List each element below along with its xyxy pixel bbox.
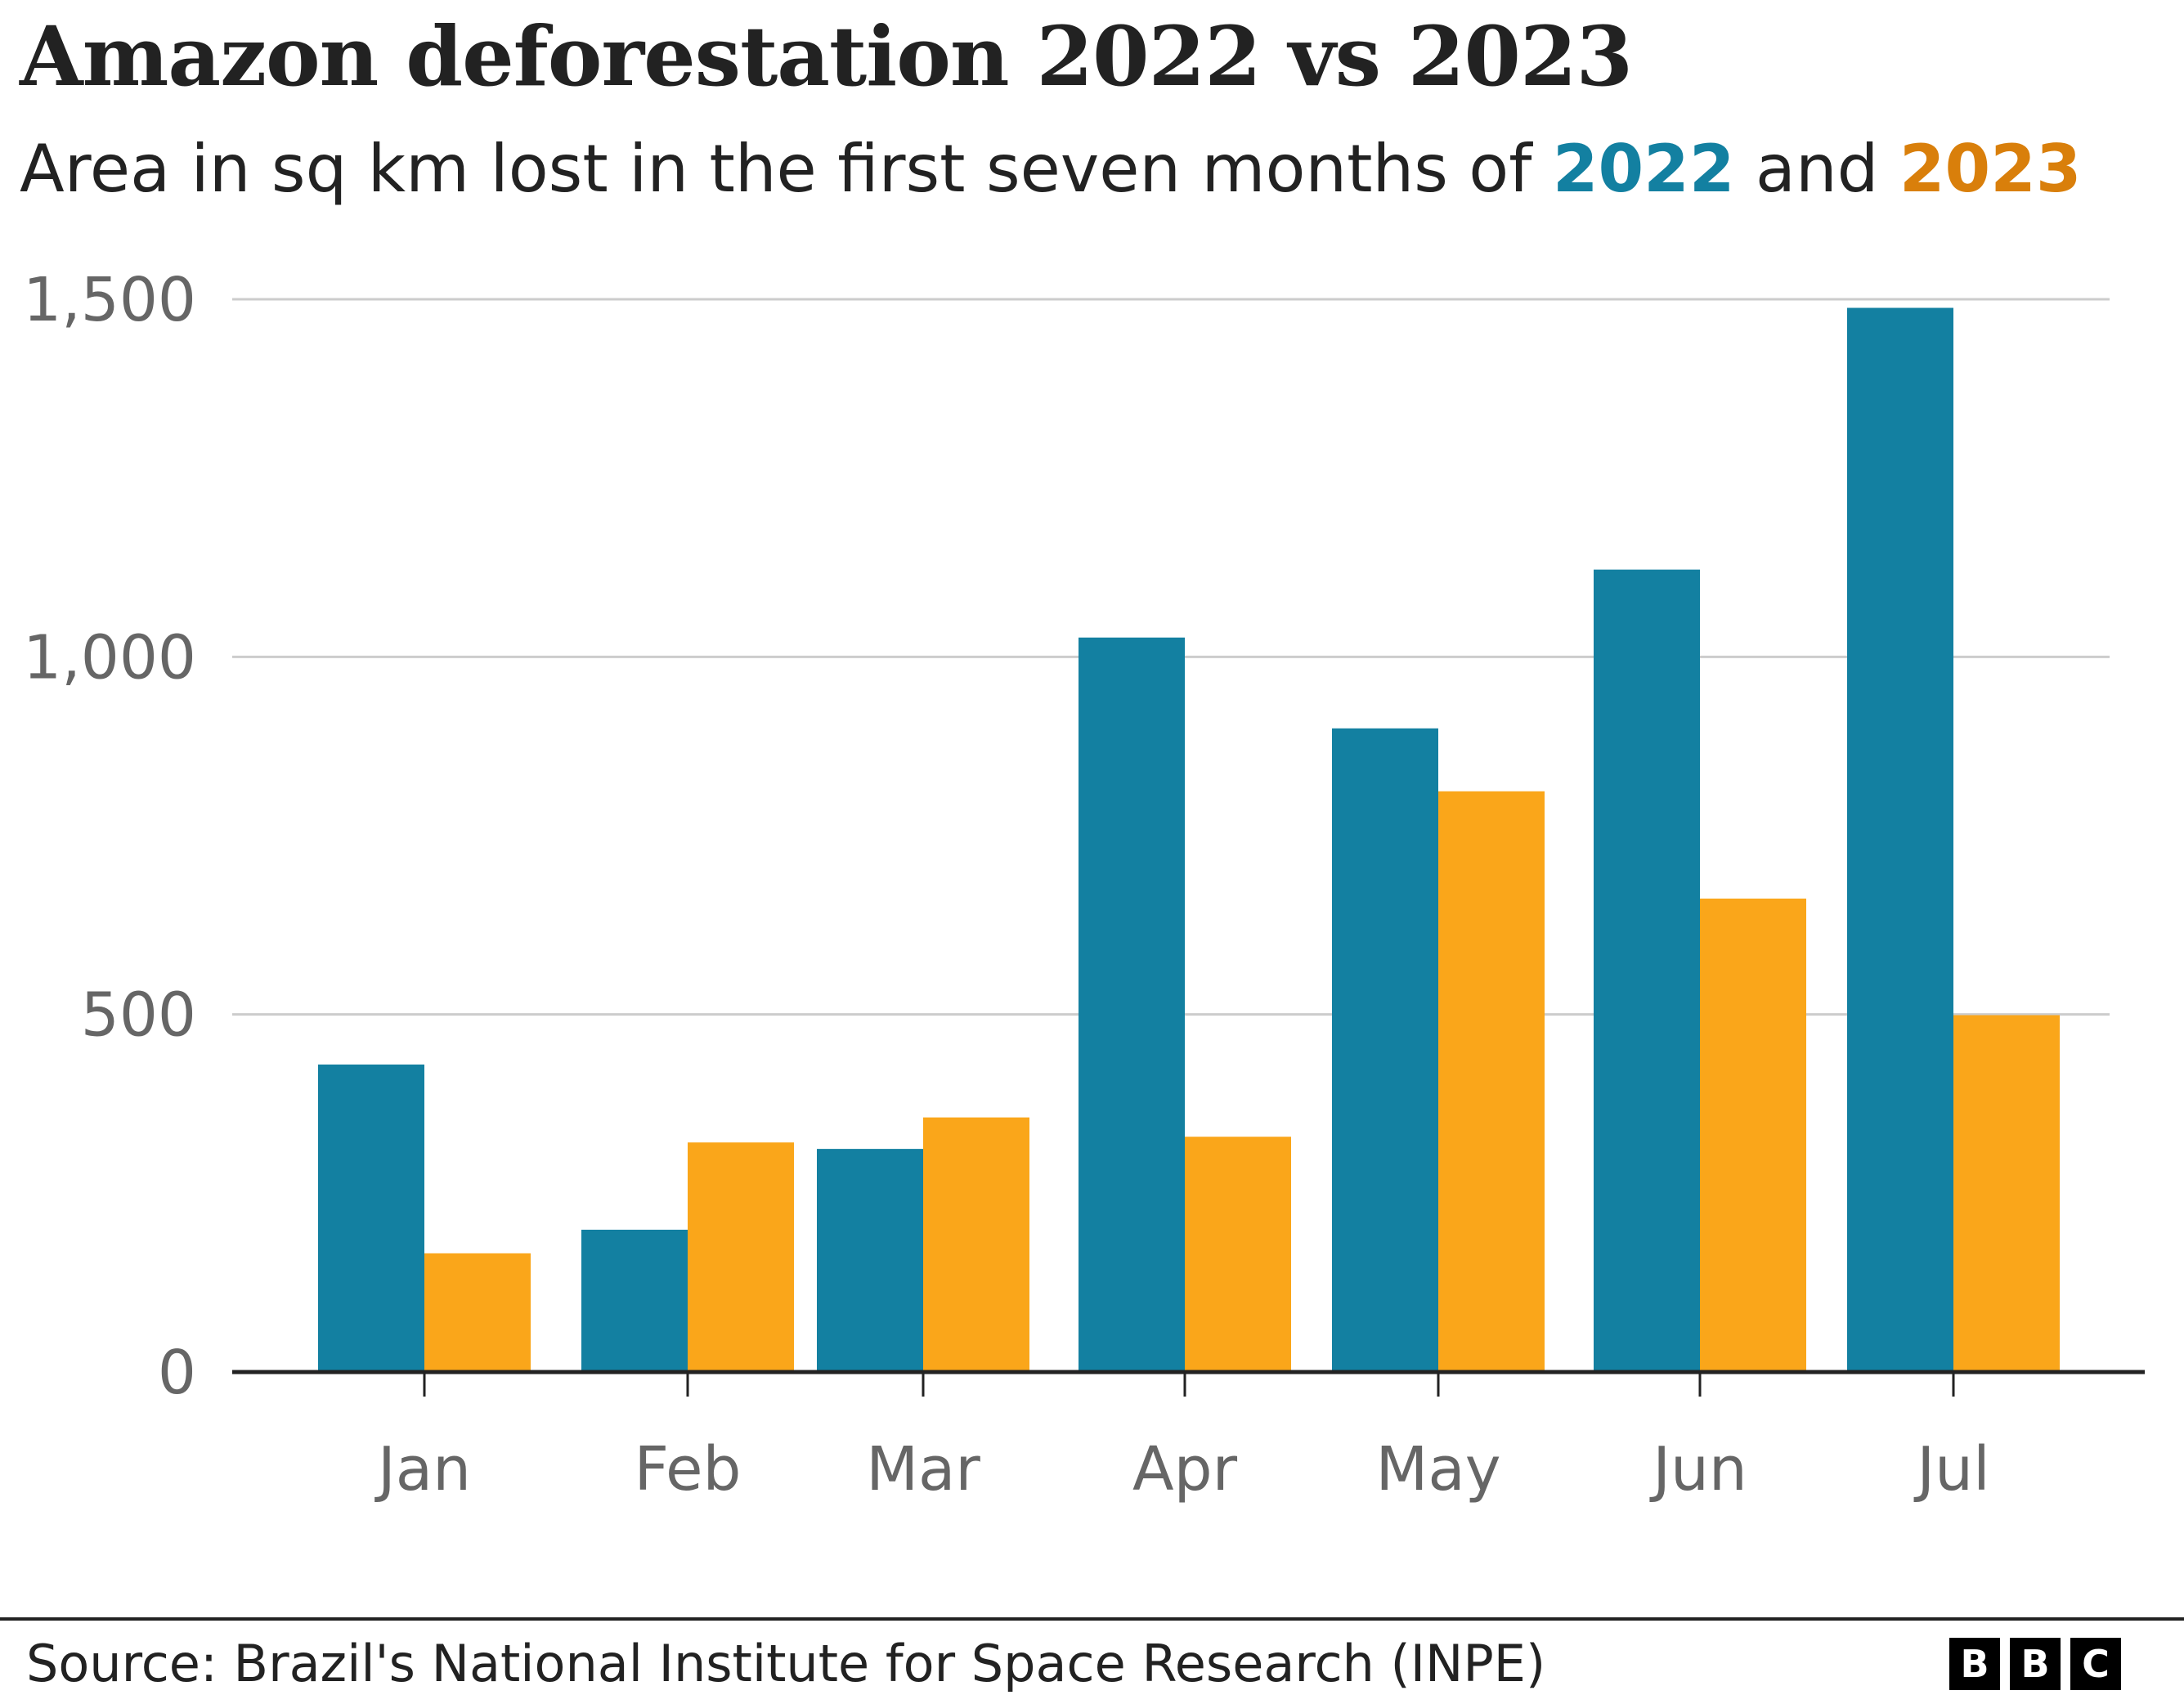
bar-2023-jul bbox=[1953, 1015, 2060, 1372]
bar-2023-may bbox=[1438, 791, 1545, 1372]
x-tick-label: Mar bbox=[866, 1434, 980, 1504]
bar-2022-jul bbox=[1847, 307, 1953, 1373]
bbc-logo: B B C bbox=[1949, 1638, 2121, 1690]
bar-chart: 0 500 1,000 1,500 Jan Feb Mar Apr May Jun Jul bbox=[23, 265, 2145, 1504]
bbc-logo-b2: B bbox=[2010, 1638, 2061, 1690]
source-note: Source: Brazil's National Institute for … bbox=[26, 1634, 1546, 1693]
legend-2023: 2023 bbox=[1899, 131, 2082, 207]
bbc-logo-c: C bbox=[2070, 1638, 2121, 1690]
bar-2022-jun bbox=[1594, 569, 1700, 1372]
bar-2023-jun bbox=[1700, 898, 1806, 1372]
bar-2023-mar bbox=[923, 1117, 1029, 1372]
footer-divider bbox=[0, 1617, 2184, 1621]
bar-2022-jan bbox=[318, 1064, 424, 1372]
y-tick-label: 1,000 bbox=[23, 622, 196, 693]
bar-2022-mar bbox=[817, 1149, 923, 1372]
subtitle-and: and bbox=[1734, 131, 1899, 207]
y-tick-label: 500 bbox=[81, 980, 196, 1051]
bar-2022-apr bbox=[1079, 637, 1185, 1372]
x-tick-label: Jun bbox=[1649, 1434, 1747, 1504]
bar-2023-apr bbox=[1185, 1137, 1291, 1372]
x-tick-label: Feb bbox=[634, 1434, 741, 1504]
legend-2022: 2022 bbox=[1552, 131, 1735, 207]
y-tick-label: 1,500 bbox=[23, 265, 196, 335]
bar-2023-jan bbox=[424, 1253, 531, 1372]
bar-2022-may bbox=[1332, 728, 1438, 1372]
x-tick-label: May bbox=[1376, 1434, 1501, 1504]
x-tick-label: Jan bbox=[374, 1434, 471, 1504]
x-tick-label: Apr bbox=[1132, 1434, 1238, 1504]
y-tick-label: 0 bbox=[158, 1338, 196, 1408]
subtitle-text: Area in sq km lost in the first seven mo… bbox=[20, 131, 1553, 207]
bar-2023-feb bbox=[688, 1142, 794, 1372]
bar-2022-feb bbox=[581, 1229, 688, 1372]
bbc-logo-b1: B bbox=[1949, 1638, 2000, 1690]
chart-title: Amazon deforestation 2022 vs 2023 bbox=[20, 8, 1633, 105]
chart-subtitle: Area in sq km lost in the first seven mo… bbox=[20, 131, 2082, 207]
x-tick-label: Jul bbox=[1913, 1434, 1989, 1504]
